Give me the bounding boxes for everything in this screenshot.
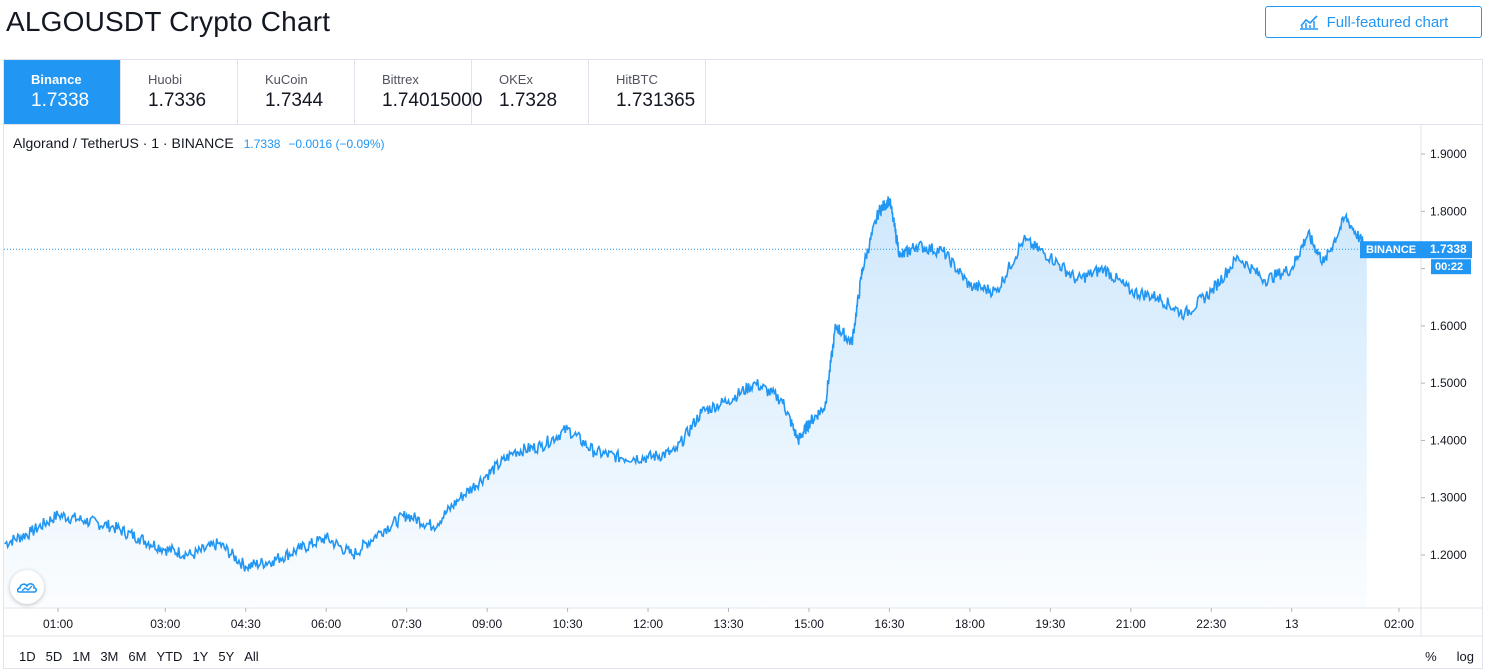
range-selector: 1D 5D 1M 3M 6M YTD 1Y 5Y All <box>19 649 269 664</box>
range-3m[interactable]: 3M <box>100 649 119 664</box>
y-tick-label: 1.3000 <box>1430 491 1467 505</box>
exchange-price: 1.7344 <box>265 90 324 111</box>
exchange-price: 1.7328 <box>499 90 558 111</box>
price-label-value: 1.7338 <box>1430 242 1467 256</box>
range-1d[interactable]: 1D <box>19 649 36 664</box>
x-tick-label: 03:00 <box>150 617 180 631</box>
page-title: ALGOUSDT Crypto Chart <box>6 6 331 37</box>
exchange-name: OKEx <box>499 72 533 87</box>
exchange-name: HitBTC <box>616 72 658 87</box>
legend-value: 1.7338 <box>243 137 281 151</box>
price-line <box>4 196 1368 573</box>
countdown-box <box>1431 259 1471 275</box>
price-area <box>4 196 1367 607</box>
x-tick-label: 02:00 <box>1384 617 1414 631</box>
x-tick-label: 07:30 <box>392 617 422 631</box>
percent-scale-toggle[interactable]: % <box>1425 649 1437 664</box>
tab-bittrex[interactable]: Bittrex 1.74015000 <box>355 60 483 124</box>
exchange-tabs: Binance 1.7338 Huobi 1.7336 KuCoin 1.734… <box>3 59 1483 124</box>
scale-options: % log <box>1425 649 1474 664</box>
exchange-price: 1.7336 <box>148 90 207 111</box>
range-all[interactable]: All <box>244 649 259 664</box>
range-ytd[interactable]: YTD <box>156 649 183 664</box>
x-tick-label: 15:00 <box>794 617 824 631</box>
range-1m[interactable]: 1M <box>72 649 91 664</box>
tab-kucoin[interactable]: KuCoin 1.7344 <box>238 60 355 124</box>
legend-symbol: Algorand / TetherUS · 1 · BINANCE <box>13 135 234 151</box>
tab-huobi[interactable]: Huobi 1.7336 <box>121 60 238 124</box>
x-tick-label: 19:30 <box>1035 617 1065 631</box>
price-axis: 1.90001.80001.70001.60001.50001.40001.30… <box>1421 147 1467 562</box>
countdown-label: 00:22 <box>1435 261 1463 273</box>
x-tick-label: 21:00 <box>1116 617 1146 631</box>
y-tick-label: 1.5000 <box>1430 376 1467 390</box>
chart-line-icon <box>1299 15 1318 30</box>
tab-hitbtc[interactable]: HitBTC 1.731365 <box>589 60 706 124</box>
exchange-price: 1.7338 <box>31 90 90 111</box>
x-tick-label: 18:00 <box>955 617 985 631</box>
x-tick-label: 13 <box>1285 617 1299 631</box>
x-tick-label: 12:00 <box>633 617 663 631</box>
tradingview-logo-button[interactable] <box>10 570 44 604</box>
chart-legend: Algorand / TetherUS · 1 · BINANCE 1.7338… <box>13 135 385 151</box>
exchange-price: 1.731365 <box>616 90 696 111</box>
tab-okex[interactable]: OKEx 1.7328 <box>472 60 589 124</box>
x-tick-label: 01:00 <box>43 617 73 631</box>
range-6m[interactable]: 6M <box>128 649 147 664</box>
exchange-price: 1.74015000 <box>382 90 483 111</box>
legend-change: −0.0016 (−0.09%) <box>288 137 385 151</box>
exchange-name: KuCoin <box>265 72 308 87</box>
y-tick-label: 1.9000 <box>1430 147 1467 161</box>
exchange-name: Huobi <box>148 72 182 87</box>
y-tick-label: 1.4000 <box>1430 433 1467 447</box>
range-5d[interactable]: 5D <box>45 649 63 664</box>
cloud-chart-icon <box>17 583 37 593</box>
time-axis: 01:00 03:00 04:30 06:00 07:30 09:00 10:30 12:00… <box>43 608 1414 631</box>
y-tick-label: 1.8000 <box>1430 204 1467 218</box>
price-label: BINANCE 1.7338 00:22 <box>1360 241 1472 275</box>
x-tick-label: 09:00 <box>472 617 502 631</box>
range-1y[interactable]: 1Y <box>192 649 209 664</box>
full-featured-chart-label: Full-featured chart <box>1326 13 1449 31</box>
x-tick-label: 22:30 <box>1196 617 1226 631</box>
y-tick-label: 1.2000 <box>1430 548 1467 562</box>
tab-binance[interactable]: Binance 1.7338 <box>4 60 121 124</box>
x-tick-label: 06:00 <box>311 617 341 631</box>
x-tick-label: 04:30 <box>231 617 261 631</box>
x-tick-label: 10:30 <box>553 617 583 631</box>
x-tick-label: 13:30 <box>713 617 743 631</box>
y-tick-label: 1.6000 <box>1430 319 1467 333</box>
log-scale-toggle[interactable]: log <box>1456 649 1474 664</box>
x-tick-label: 16:30 <box>874 617 904 631</box>
full-featured-chart-button[interactable]: Full-featured chart <box>1265 6 1482 38</box>
exchange-name: Binance <box>31 72 82 87</box>
exchange-name: Bittrex <box>382 72 419 87</box>
price-label-exchange: BINANCE <box>1366 244 1416 256</box>
range-5y[interactable]: 5Y <box>218 649 235 664</box>
price-label-box <box>1360 241 1472 259</box>
